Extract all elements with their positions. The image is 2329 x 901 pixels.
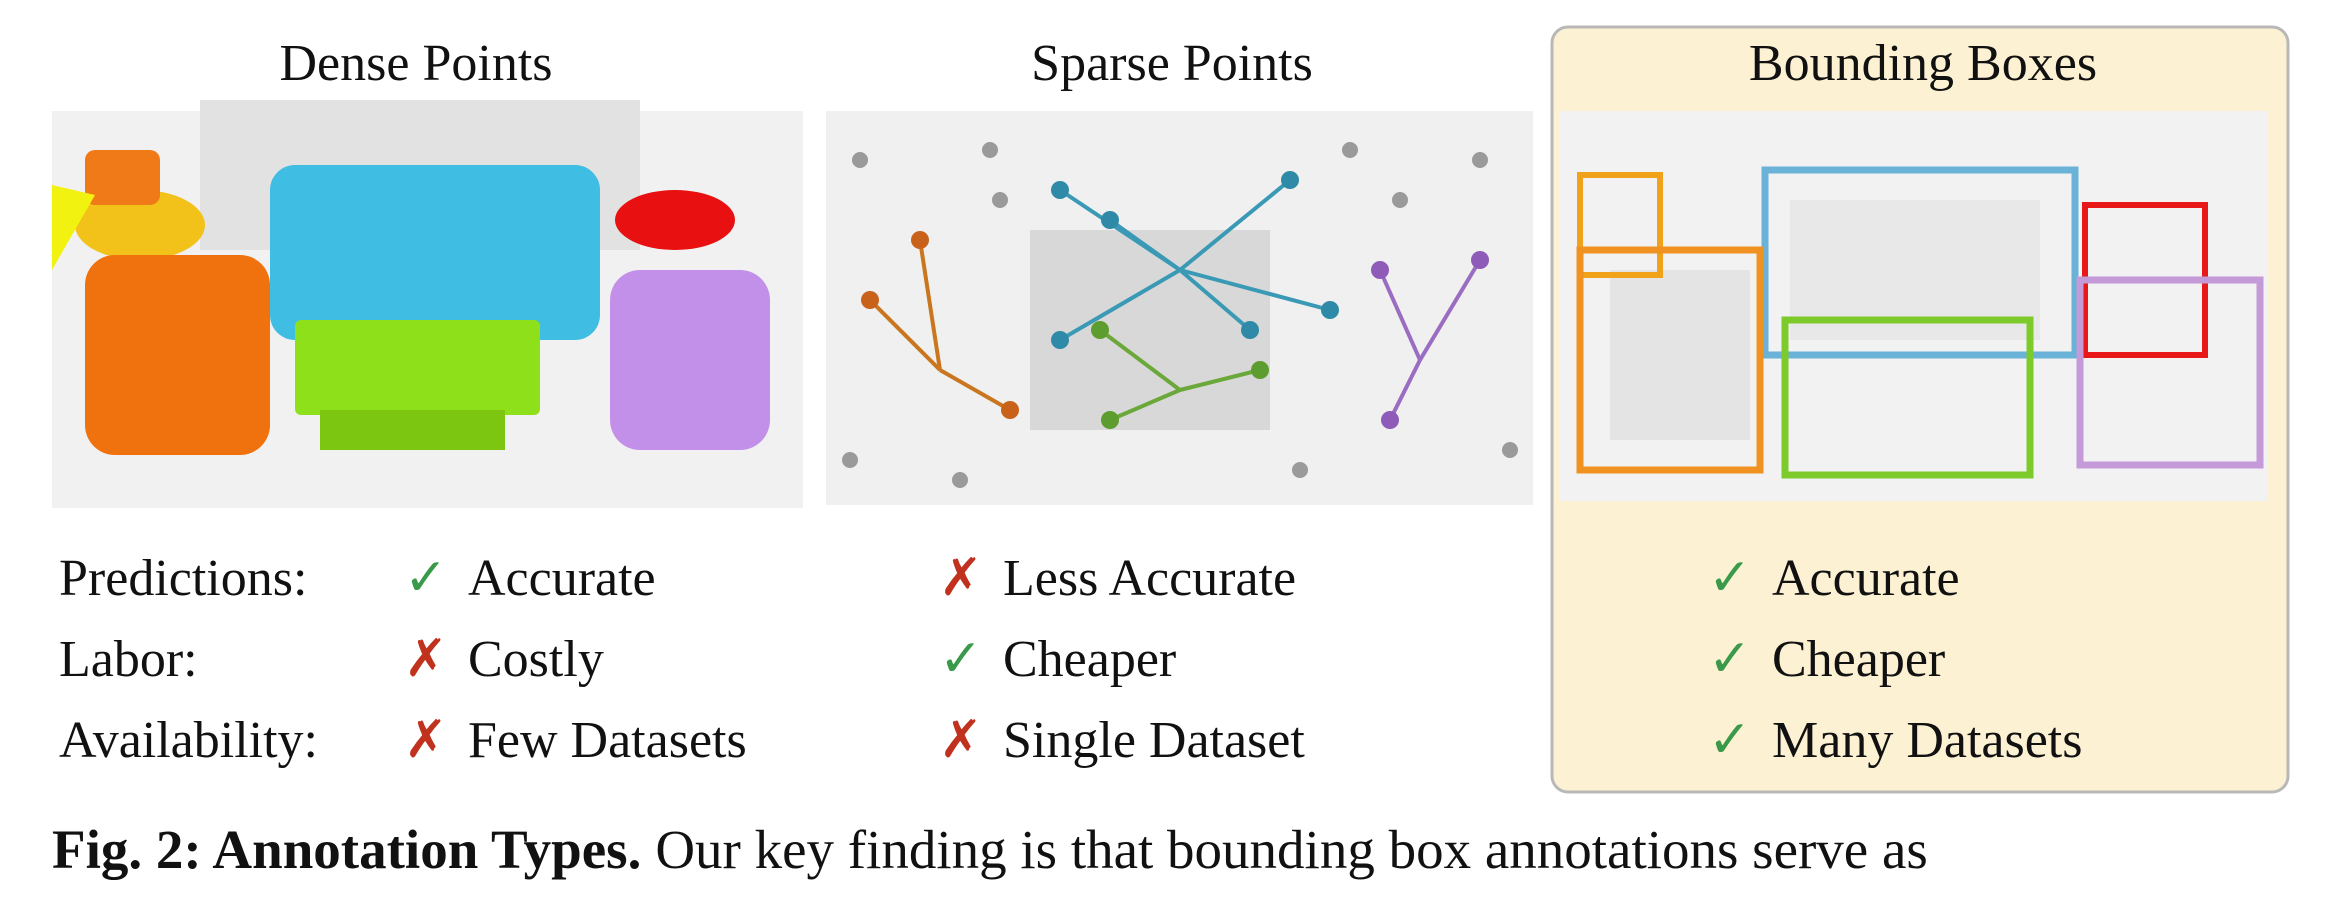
status-text: Many Datasets — [1772, 712, 2082, 769]
status-mark: ✗ — [939, 550, 983, 607]
status-mark: ✓ — [1708, 550, 1752, 607]
status-text: Accurate — [468, 550, 656, 607]
status-mark: ✗ — [404, 712, 448, 769]
bounding-boxes-image — [1559, 111, 2268, 501]
status-mark: ✓ — [1708, 631, 1752, 688]
status-text: Less Accurate — [1003, 550, 1296, 607]
status-text: Single Dataset — [1003, 712, 1305, 769]
status-text: Cheaper — [1003, 631, 1176, 688]
caption-text: Our key finding is that bounding box ann… — [655, 819, 1927, 880]
sparse-points-image — [826, 111, 1533, 505]
status-text: Cheaper — [1772, 631, 1945, 688]
status-mark: ✓ — [939, 631, 983, 688]
status-text: Few Datasets — [468, 712, 747, 769]
caption-label: Fig. 2: Annotation Types. — [52, 819, 641, 880]
panel-title: Bounding Boxes — [1749, 35, 2097, 92]
caption: Fig. 2: Annotation Types. Our key finding… — [52, 819, 1928, 880]
row-label: Predictions: — [59, 550, 307, 607]
status-mark: ✗ — [939, 712, 983, 769]
status-mark: ✓ — [404, 550, 448, 607]
dense-points-image — [52, 100, 803, 508]
status-mark: ✓ — [1708, 712, 1752, 769]
status-text: Accurate — [1772, 550, 1960, 607]
row-label: Availability: — [59, 712, 318, 769]
status-text: Costly — [468, 631, 604, 688]
status-mark: ✗ — [404, 631, 448, 688]
row-label: Labor: — [59, 631, 198, 688]
panel-title: Dense Points — [280, 35, 553, 92]
panel-title: Sparse Points — [1031, 35, 1313, 92]
